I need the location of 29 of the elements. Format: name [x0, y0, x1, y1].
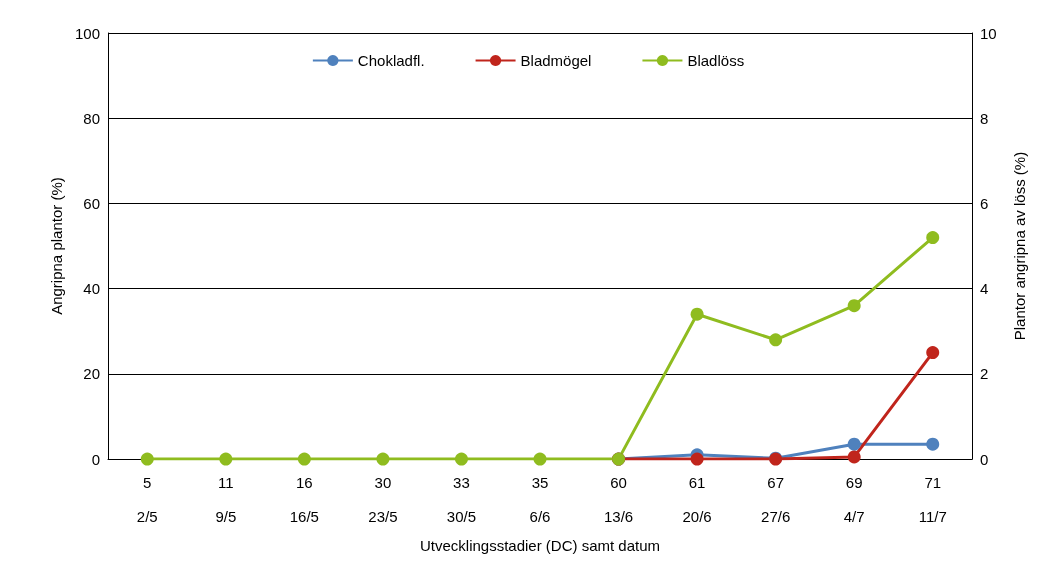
legend-label: Bladmögel — [520, 52, 592, 69]
y-axis-title: Angripna plantor (%) — [48, 177, 66, 315]
x-tick-label: 16 16/5 — [289, 473, 319, 525]
legend-label: Chokladfl. — [357, 52, 425, 69]
x-axis-title: Utvecklingsstadier (DC) samt datum — [419, 537, 661, 554]
y-tick-label: 20 — [83, 365, 100, 383]
x-tick-label: 71 11/7 — [918, 473, 947, 525]
y2-axis-title: Plantor angripna av löss (%) — [1011, 151, 1028, 341]
y2-tick-label: 2 — [980, 365, 989, 383]
x-tick-label: 35 6/6 — [529, 473, 551, 525]
y-tick-label: 40 — [83, 280, 100, 298]
x-tick-label: 30 23/5 — [368, 473, 398, 525]
x-tick-label: 61 20/6 — [682, 473, 712, 525]
x-tick-label: 5 2/5 — [136, 473, 158, 525]
y2-tick-label: 6 — [980, 194, 989, 212]
y2-tick-label: 8 — [980, 109, 989, 127]
y-tick-label: 100 — [74, 24, 100, 42]
x-tick-label: 60 13/6 — [603, 473, 634, 525]
x-tick-label: 33 30/5 — [446, 473, 477, 525]
y-tick-label: 60 — [83, 194, 100, 212]
y-tick-label: 80 — [83, 109, 100, 127]
y2-tick-label: 0 — [980, 450, 989, 468]
y2-tick-label: 10 — [980, 24, 997, 42]
x-tick-label: 67 27/6 — [761, 473, 791, 525]
x-tick-label: 11 9/5 — [215, 473, 237, 525]
y-tick-label: 0 — [91, 450, 100, 468]
y2-tick-label: 4 — [980, 280, 989, 298]
x-tick-label: 69 4/7 — [843, 473, 865, 525]
legend-label: Bladlöss — [687, 52, 745, 69]
